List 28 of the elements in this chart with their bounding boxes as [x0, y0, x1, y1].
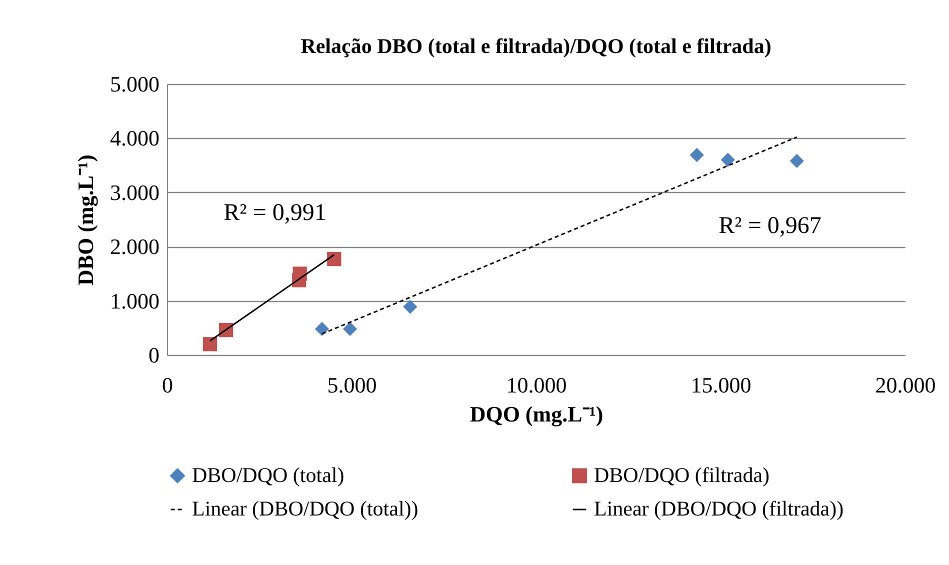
y-tick-label: 2.000: [110, 234, 160, 260]
y-tick-label: 1.000: [110, 288, 160, 314]
y-tick-label: 5.000: [110, 72, 160, 96]
legend-label: Linear (DBO/DQO (filtrada)): [594, 496, 844, 520]
y-tick-label: 0: [148, 342, 160, 368]
annotation: R² = 0,967: [718, 213, 822, 239]
annotation: R² = 0,991: [224, 200, 326, 226]
x-tick-label: 15.000: [690, 372, 752, 398]
point: [342, 322, 358, 336]
x-tick-label: 10.000: [506, 372, 567, 398]
y-tick-label: 3.000: [110, 180, 160, 205]
point: [790, 154, 804, 168]
point: [690, 148, 704, 162]
legend-label: DBO/DQO (filtrada): [594, 462, 770, 487]
chart-title: Relação DBO (total e filtrada)/DQO (total e filtrada): [300, 34, 772, 58]
x-axis-title: DQO (mg.L⁻¹): [470, 402, 604, 426]
point: [327, 252, 342, 266]
point: [292, 266, 307, 281]
point: [403, 300, 418, 314]
y-tick-label: 4.000: [110, 126, 160, 151]
point: [720, 152, 735, 167]
legend-label: DBO/DQO (total): [192, 462, 344, 487]
y-axis-title: DBO (mg.L⁻¹): [73, 154, 98, 286]
x-tick-label: 5.000: [327, 372, 377, 398]
legend-label: Linear (DBO/DQO (total)): [192, 496, 418, 520]
x-tick-label: 20.000: [875, 372, 936, 398]
point: [314, 322, 330, 336]
point: [202, 337, 218, 352]
